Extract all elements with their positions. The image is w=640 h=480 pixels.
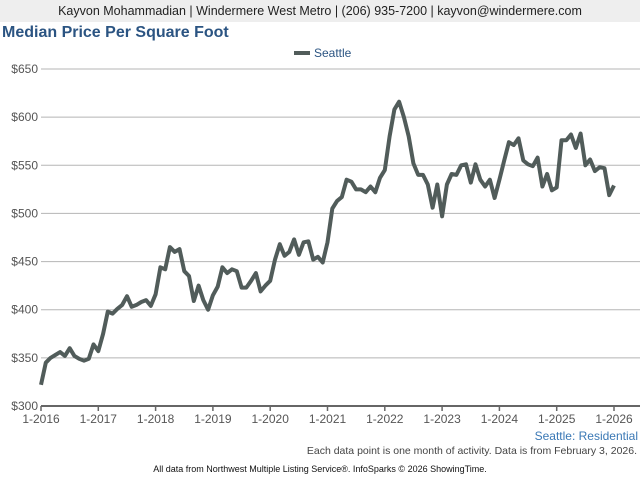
- series-line-seattle: [39, 99, 616, 386]
- x-tick-label: 1-2017: [80, 412, 118, 426]
- legend-label-seattle: Seattle: [314, 46, 352, 60]
- y-tick-label: $300: [11, 399, 38, 413]
- x-tick-label: 1-2020: [252, 412, 290, 426]
- x-tick-label: 1-2023: [423, 412, 461, 426]
- y-tick-label: $350: [11, 351, 38, 365]
- x-tick-label: 1-2026: [595, 412, 633, 426]
- y-tick-label: $450: [11, 255, 38, 269]
- footer-note: Each data point is one month of activity…: [306, 445, 637, 457]
- x-tick-label: 1-2021: [309, 412, 347, 426]
- footer-source: All data from Northwest Multiple Listing…: [153, 464, 487, 474]
- x-tick-label: 1-2016: [22, 412, 60, 426]
- x-tick-label: 1-2022: [366, 412, 404, 426]
- x-tick-label: 1-2024: [481, 412, 519, 426]
- legend[interactable]: Seattle: [294, 46, 352, 60]
- y-tick-label: $600: [11, 110, 38, 124]
- corner-label: Seattle: Residential: [535, 429, 638, 443]
- y-tick-label: $400: [11, 303, 38, 317]
- x-tick-label: 1-2019: [194, 412, 232, 426]
- y-tick-label: $500: [11, 206, 38, 220]
- x-tick-label: 1-2018: [137, 412, 175, 426]
- chart-title: Median Price Per Square Foot: [2, 24, 229, 41]
- y-tick-label: $550: [11, 158, 38, 172]
- header-contact: Kayvon Mohammadian | Windermere West Met…: [0, 0, 640, 22]
- y-tick-label: $650: [11, 62, 38, 76]
- x-tick-label: 1-2025: [538, 412, 576, 426]
